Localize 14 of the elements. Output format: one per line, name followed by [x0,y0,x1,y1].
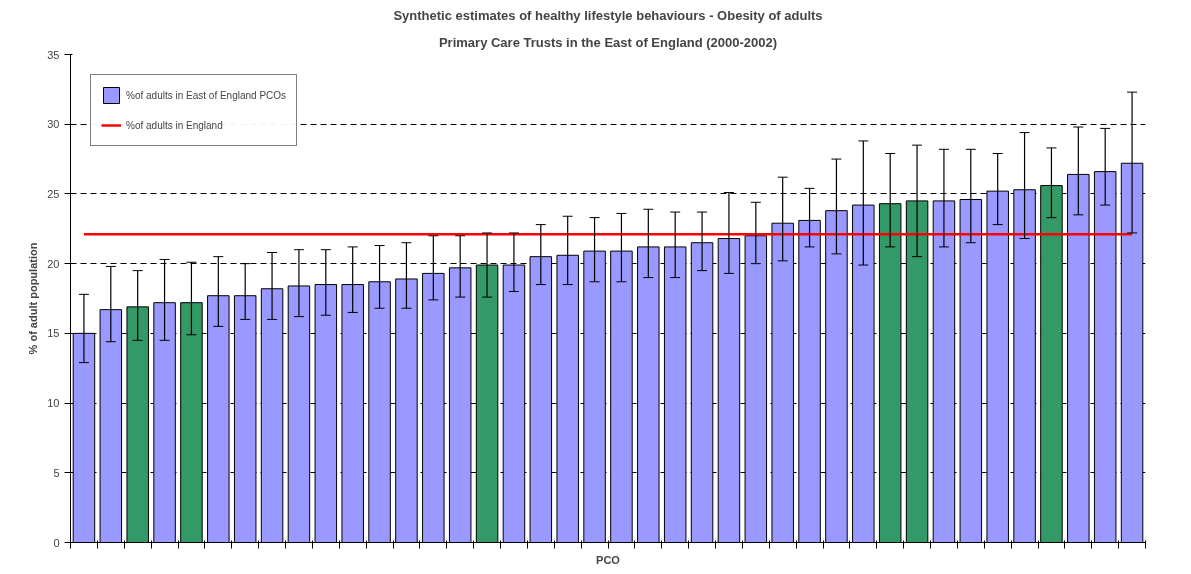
chart-subtitle: Primary Care Trusts in the East of England (2000-2002) [438,34,778,50]
legend-label: %of adults in East of England PCOs [126,89,287,101]
y-axis-title: % of adult population [27,242,40,355]
y-tick-label: 15 [47,327,60,340]
chart-title: Synthetic estimates of healthy lifestyle behaviours - Obesity of adults [393,7,823,23]
y-tick-label: 35 [47,48,60,61]
y-tick-label: 10 [47,397,60,410]
y-tick-label: 25 [47,187,60,200]
y-tick-label: 5 [53,466,60,479]
legend-label: %of adults in England [126,119,223,131]
y-tick-label: 30 [47,118,60,131]
y-tick-label: 0 [53,536,60,549]
x-axis-title: PCO [596,553,621,566]
y-tick-label: 20 [47,257,60,270]
